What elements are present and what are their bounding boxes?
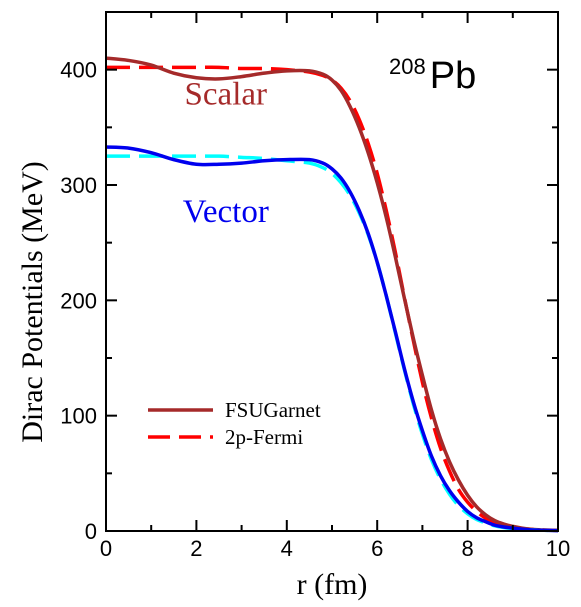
x-tick-label: 10 [546,536,570,561]
series-line-scalar-fsugarnet [105,56,559,533]
legend-label-2p-fermi: 2p-Fermi [225,425,303,449]
nucleus-label: 208 Pb [389,54,476,97]
nucleus-symbol: Pb [430,55,476,97]
x-tick-label: 8 [461,536,473,561]
legend-label-fsugarnet: FSUGarnet [225,398,321,422]
legend: FSUGarnet 2p-Fermi [148,398,321,449]
annotation-scalar: Scalar [185,76,267,112]
plot-frame [105,11,559,532]
annotation-vector: Vector [183,194,269,230]
axis-ticks [105,12,559,532]
series-line-scalar-2p-fermi [106,65,559,533]
x-tick-label: 4 [281,536,293,561]
y-tick-label: 400 [60,58,97,83]
y-tick-label: 100 [60,404,97,429]
y-tick-label: 300 [60,173,97,198]
y-tick-label: 200 [60,288,97,313]
series-line-vector-fsugarnet [105,145,559,533]
curve-annotations: Scalar Vector [183,76,269,230]
x-tick-label: 2 [190,536,202,561]
series-line-vector-2p-fermi [105,154,559,533]
x-tick-label: 6 [371,536,383,561]
x-tick-label: 0 [100,536,112,561]
nucleus-mass-number: 208 [389,54,426,79]
y-tick-label: 0 [85,519,97,544]
series-lines [105,56,559,533]
y-axis-title: Dirac Potentials (MeV) [16,161,49,443]
x-axis-title: r (fm) [297,568,368,601]
